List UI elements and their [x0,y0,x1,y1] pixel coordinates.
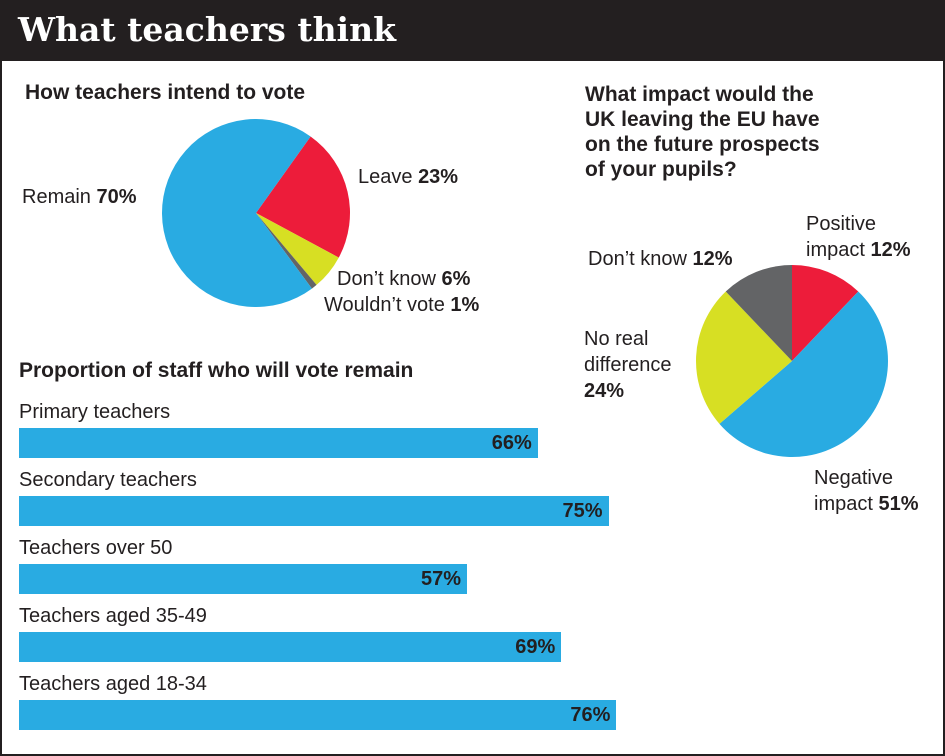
page-title: What teachers think [18,10,396,49]
bar-4: 76% [19,700,617,730]
pie2-dont-know-value: 12% [692,248,733,270]
pie2-positive-name-line2-text: impact [806,239,865,261]
pie1-leave-name: Leave [358,166,413,188]
pie1-slice-0 [256,136,350,258]
pie2-slice-2 [696,291,792,424]
bar-value-label: 69% [515,636,556,658]
bar-value-label: 75% [562,500,603,522]
pie1-slice-1 [256,213,339,285]
bar-value-label: 76% [570,704,611,726]
bar-category-label: Teachers over 50 [19,537,173,559]
pie2-title-line: on the future prospects [585,133,820,156]
pie2-no-difference-value-line: 24% [584,378,671,404]
pie2-no-difference-name-line2: difference [584,354,672,376]
pie2-negative-value: 51% [878,493,919,515]
bar-category-label: Secondary teachers [19,469,197,491]
pie2-title-line: of your pupils? [585,158,737,181]
pie1-dont-know-name: Don’t know [337,268,436,290]
pie2-title-line: What impact would the [585,83,814,106]
pie2-no-difference-name-line1: No real [584,328,649,350]
pie1-leave-value: 23% [418,166,459,188]
bar-value-label: 57% [420,568,462,590]
bar-1: 75% [19,496,609,526]
pie1-slice-3 [161,118,312,307]
bar-value-label: 66% [491,432,532,454]
pie1-label-remain: Remain 70% [22,184,137,210]
pie2-title-line: UK leaving the EU have [585,108,820,131]
bar-category-label: Teachers aged 35-49 [19,605,207,627]
pie2-slice-3 [725,265,792,361]
pie1-wouldnt-vote-value: 1% [450,294,480,316]
pie2-negative-name-line1: Negative [814,467,893,489]
pie2-no-difference-value: 24% [584,380,625,402]
pie1-remain-name: Remain [22,186,91,208]
pie2-slice-1 [719,291,889,458]
pie2-label-negative: Negative impact 51% [814,465,919,517]
bar-category-label: Teachers aged 18-34 [19,673,207,695]
pie1-label-leave: Leave 23% [358,164,458,190]
pie1-label-dont-know: Don’t know 6% [337,266,470,292]
bar-chart-title: Proportion of staff who will vote remain [19,359,414,382]
pie1-remain-value: 70% [96,186,137,208]
bar-3: 69% [19,632,562,662]
header-bar: What teachers think [2,2,943,61]
pie2-negative-name-line2-text: impact [814,493,873,515]
pie2-dont-know-name: Don’t know [588,248,687,270]
pie1-slice-2 [256,213,317,289]
pie2-slice-0 [792,265,859,361]
pie2-label-dont-know: Don’t know 12% [588,246,733,272]
pie2-negative-name-line2: impact 51% [814,491,919,517]
pie1-label-wouldnt-vote: Wouldn’t vote 1% [324,292,479,318]
pie1-title: How teachers intend to vote [25,81,306,104]
bar-0: 66% [19,428,538,458]
pie1-dont-know-value: 6% [441,268,471,290]
bar-2: 57% [19,564,468,594]
pie2-title: What impact would the UK leaving the EU … [585,82,820,182]
pie2-positive-name-line1: Positive [806,213,877,235]
bar-category-label: Primary teachers [19,401,171,423]
pie2-positive-name-line2: impact 12% [806,237,911,263]
pie1-wouldnt-vote-name: Wouldn’t vote [324,294,445,316]
pie2-label-positive: Positive impact 12% [806,211,911,263]
pie2-positive-value: 12% [870,239,911,261]
pie2-label-no-difference: No real difference 24% [584,326,671,404]
